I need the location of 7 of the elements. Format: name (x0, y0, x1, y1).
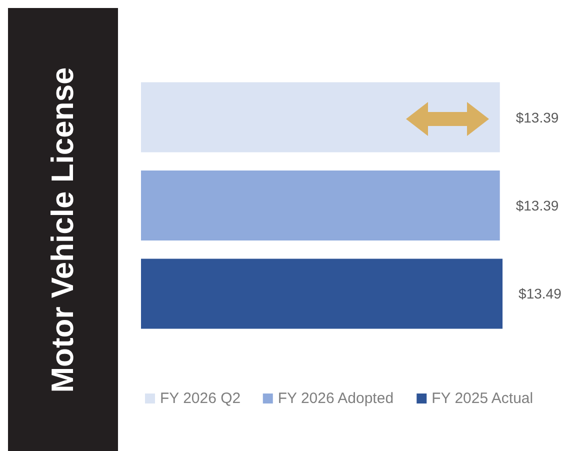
legend-label: FY 2025 Actual (432, 390, 534, 407)
legend-label: FY 2026 Adopted (278, 390, 394, 407)
data-label: $13.39 (516, 109, 559, 126)
data-label: $13.39 (516, 198, 559, 214)
text: Motor Vehicle License (45, 66, 81, 392)
data-label: $13.49 (518, 286, 562, 302)
legend-label: FY 2026 Q2 (160, 390, 241, 407)
